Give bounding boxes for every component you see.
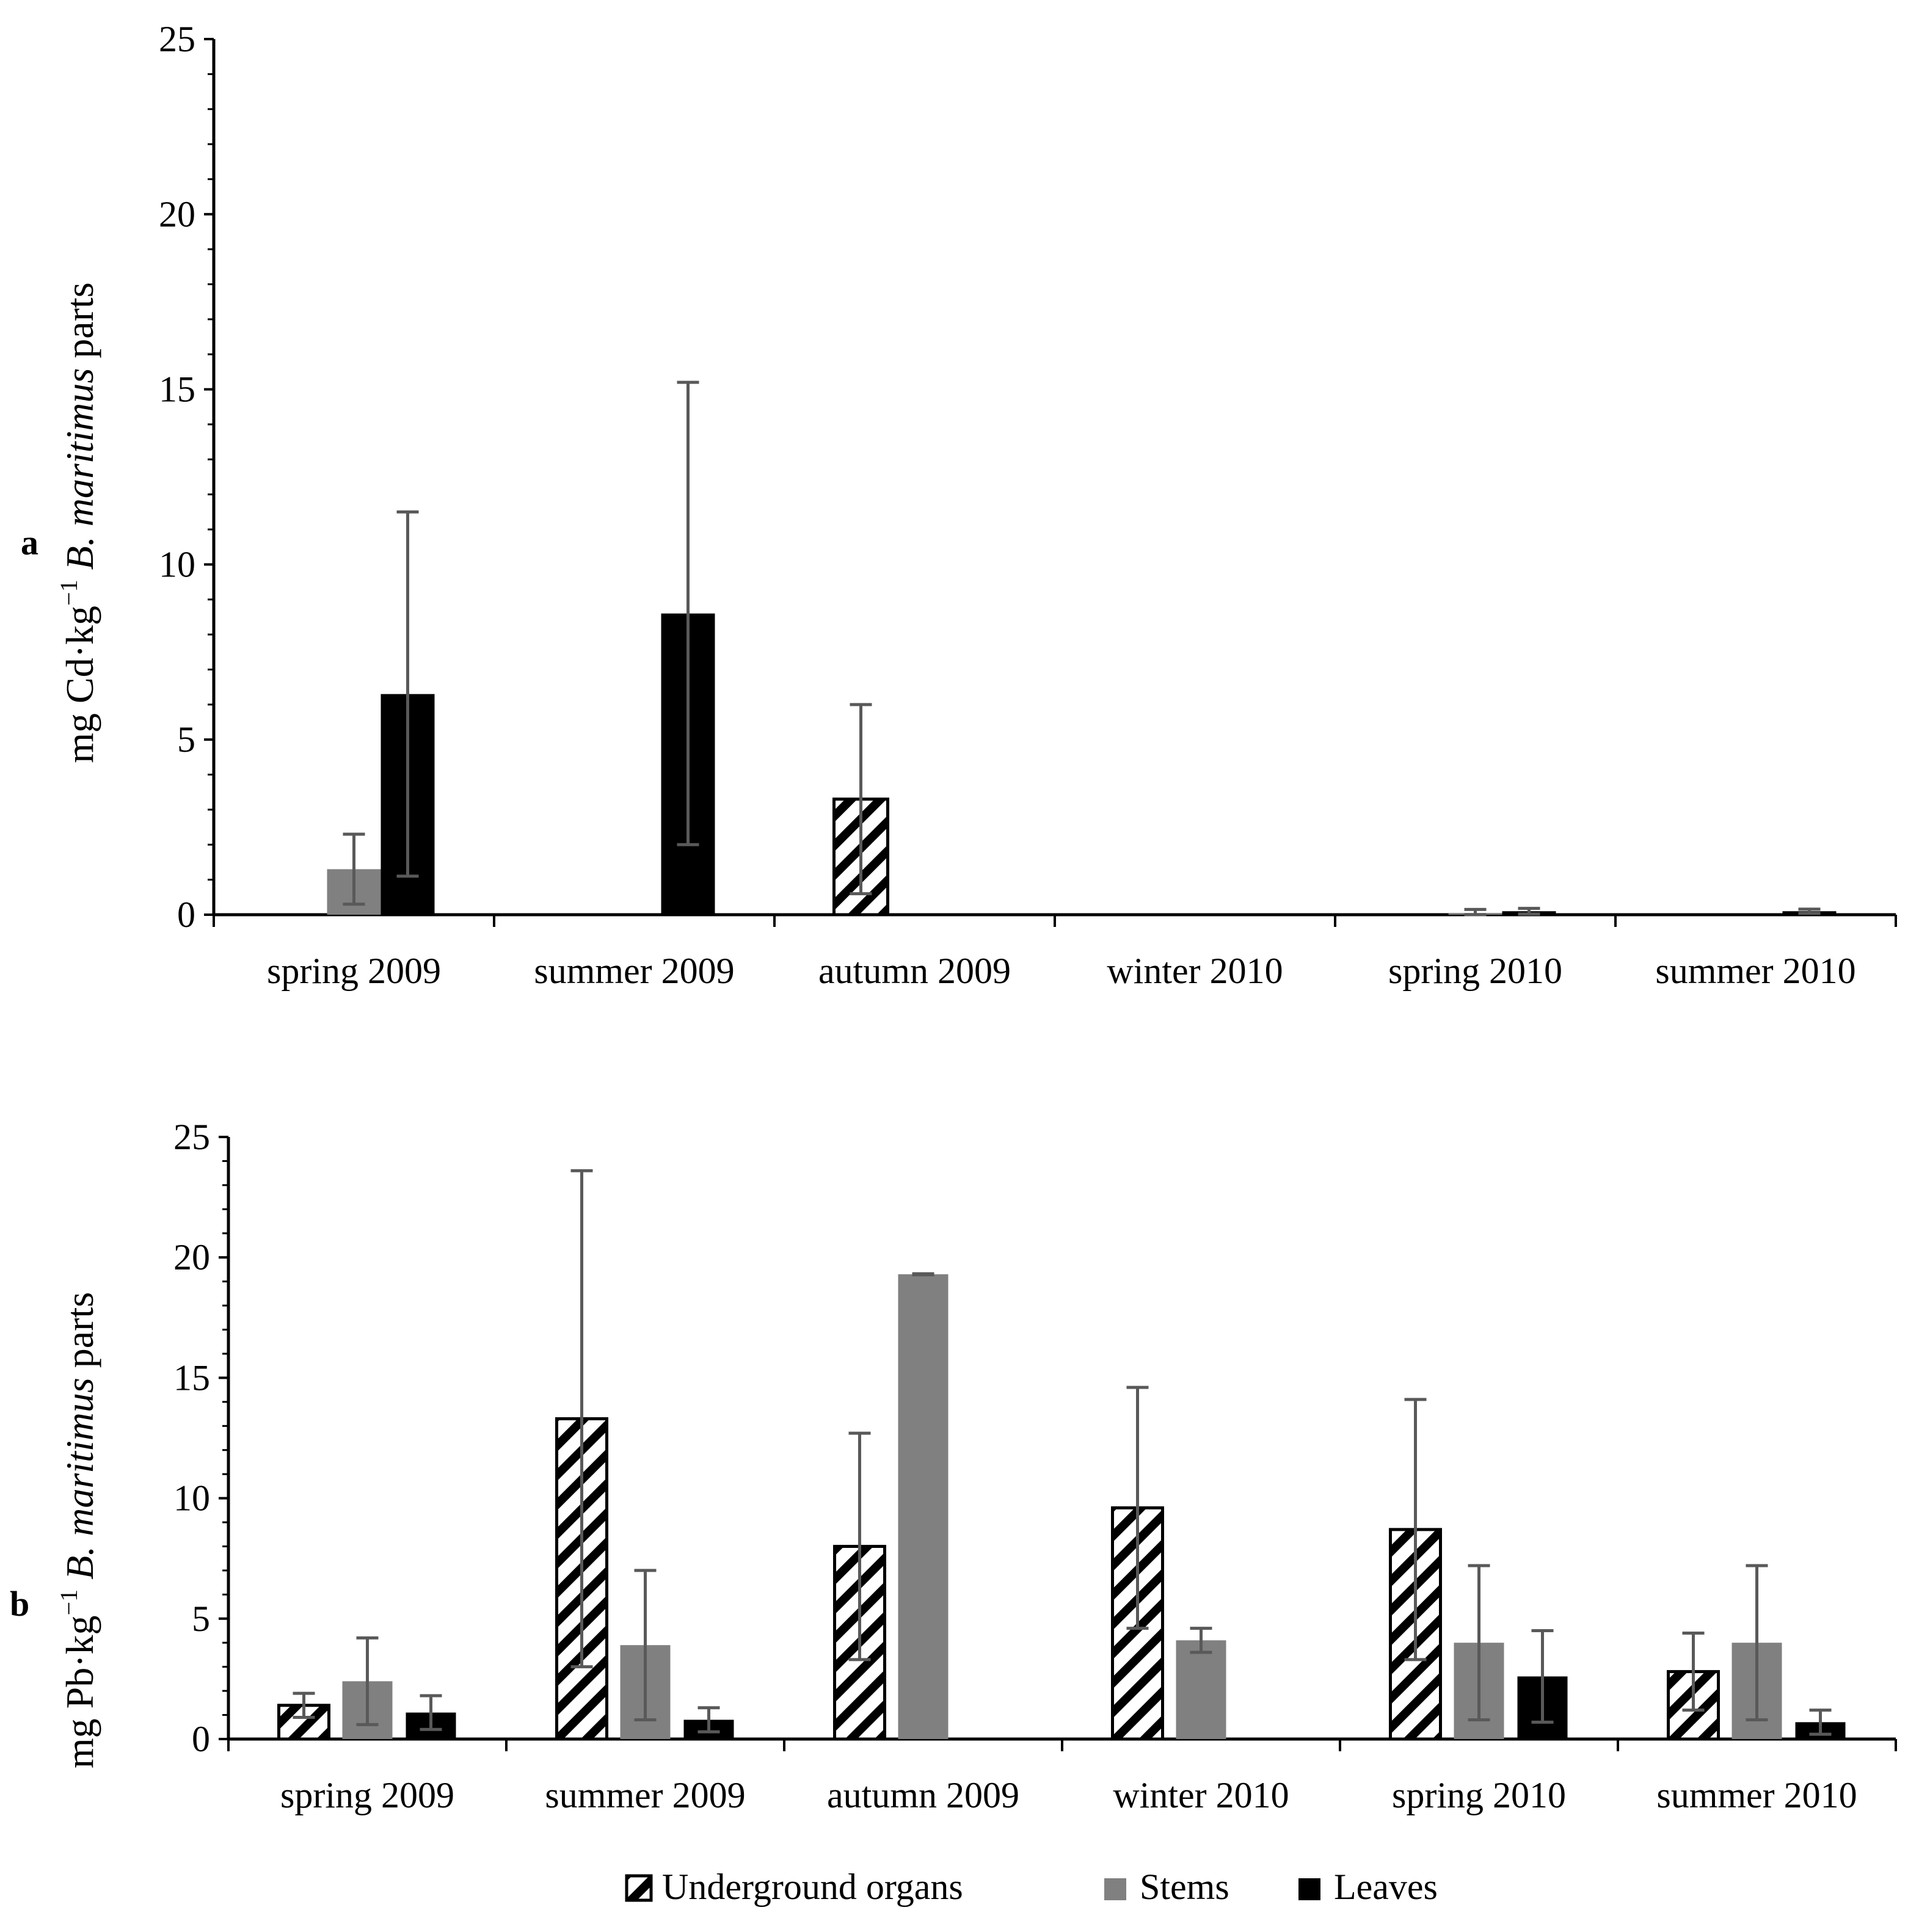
chart-a: a mg Cd·kg−1 B. maritimus parts 0 5 10 15 20… (21, 19, 1897, 991)
y-label-b-suffix: parts (58, 1292, 101, 1368)
y-tick-label: 10 (173, 1478, 210, 1519)
x-tick-label: summer 2009 (534, 951, 734, 991)
x-tick-label: spring 2009 (280, 1775, 454, 1815)
legend-swatch-leaves (1298, 1878, 1320, 1900)
x-tick-label: summer 2010 (1656, 1775, 1857, 1815)
plot-area-b: 0 5 10 15 20 25 spring 2009 summer 2009 autumn 2… (173, 1117, 1897, 1815)
chart-b: b mg Pb·kg−1 B. maritimus parts 0 5 10 15 20… (10, 1117, 1897, 1815)
y-label-a-species: B. maritimus (58, 368, 101, 570)
legend-item-stems: Stems (1104, 1867, 1229, 1907)
y-label-b-species: B. maritimus (58, 1378, 101, 1580)
legend-item-leaves: Leaves (1298, 1867, 1438, 1907)
x-tick-label: spring 2010 (1392, 1775, 1566, 1815)
y-tick-label: 15 (173, 1357, 210, 1398)
y-tick-label: 0 (177, 895, 195, 935)
x-tick-label: summer 2010 (1655, 951, 1855, 991)
legend: Underground organs Stems Leaves (625, 1867, 1438, 1907)
legend-swatch-stems (1104, 1878, 1126, 1900)
y-tick-label: 5 (192, 1599, 210, 1639)
y-label-a-superscript: −1 (55, 579, 82, 606)
y-axis-label-a: mg Cd·kg−1 B. maritimus parts (55, 282, 101, 763)
bar-stems-b (1176, 1640, 1226, 1739)
plot-area-a: 0 5 10 15 20 25 spring 2009 summer 2009 autumn 2… (159, 19, 1897, 991)
x-tick-label: spring 2009 (267, 951, 441, 991)
x-tick-label: winter 2010 (1113, 1775, 1289, 1815)
y-label-a-prefix: mg Cd·kg (58, 606, 101, 763)
x-tick-label: autumn 2009 (818, 951, 1011, 991)
x-tick-label: spring 2010 (1388, 951, 1562, 991)
legend-label-leaves: Leaves (1334, 1867, 1438, 1907)
panel-label-a: a (21, 523, 38, 562)
panel-label-b: b (10, 1584, 29, 1624)
y-tick-label: 25 (173, 1117, 210, 1157)
y-tick-label: 15 (159, 369, 195, 410)
legend-item-underground: Underground organs (625, 1867, 963, 1907)
bar-stems-b (898, 1274, 949, 1739)
legend-swatch-underground (625, 1874, 653, 1902)
legend-label-stems: Stems (1140, 1867, 1229, 1907)
y-tick-label: 5 (177, 719, 195, 760)
y-label-b-prefix: mg Pb·kg (58, 1615, 101, 1768)
y-tick-label: 20 (159, 194, 195, 234)
x-tick-label: winter 2010 (1107, 951, 1283, 991)
legend-label-underground: Underground organs (662, 1867, 963, 1907)
y-label-a-suffix: parts (58, 282, 101, 358)
x-tick-label: summer 2009 (545, 1775, 745, 1815)
y-tick-label: 20 (173, 1237, 210, 1277)
y-label-b-superscript: −1 (55, 1589, 82, 1616)
y-tick-label: 10 (159, 544, 195, 584)
y-tick-label: 0 (192, 1719, 210, 1759)
x-tick-label: autumn 2009 (827, 1775, 1019, 1815)
y-tick-label: 25 (159, 19, 195, 59)
y-axis-label-b: mg Pb·kg−1 B. maritimus parts (55, 1292, 101, 1768)
